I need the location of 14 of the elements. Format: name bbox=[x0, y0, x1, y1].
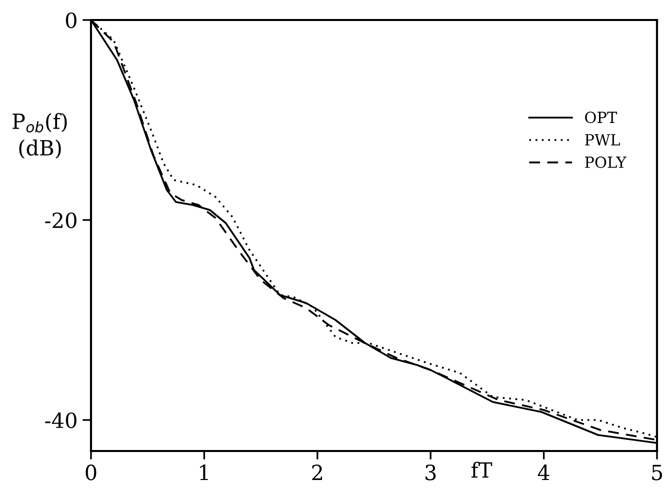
x-axis-title: fT bbox=[471, 462, 492, 478]
x-tick-label: 0 bbox=[86, 464, 96, 480]
legend-label: PWL bbox=[585, 134, 620, 146]
y-axis-title: P$_{ob}$(f) (dB) bbox=[12, 113, 67, 159]
legend-label: OPT bbox=[585, 112, 618, 124]
x-tick-label: 1 bbox=[200, 464, 208, 480]
y-tick-label: -20 bbox=[45, 212, 76, 228]
x-tick-label: 2 bbox=[312, 464, 322, 480]
x-tick-label: 5 bbox=[652, 464, 662, 480]
y-tick-label: -40 bbox=[45, 412, 76, 428]
legend-label: POLY bbox=[585, 156, 626, 168]
x-tick-label: 3 bbox=[426, 464, 436, 480]
y-tick-label: 0 bbox=[66, 12, 76, 28]
x-tick-label: 4 bbox=[538, 464, 550, 480]
